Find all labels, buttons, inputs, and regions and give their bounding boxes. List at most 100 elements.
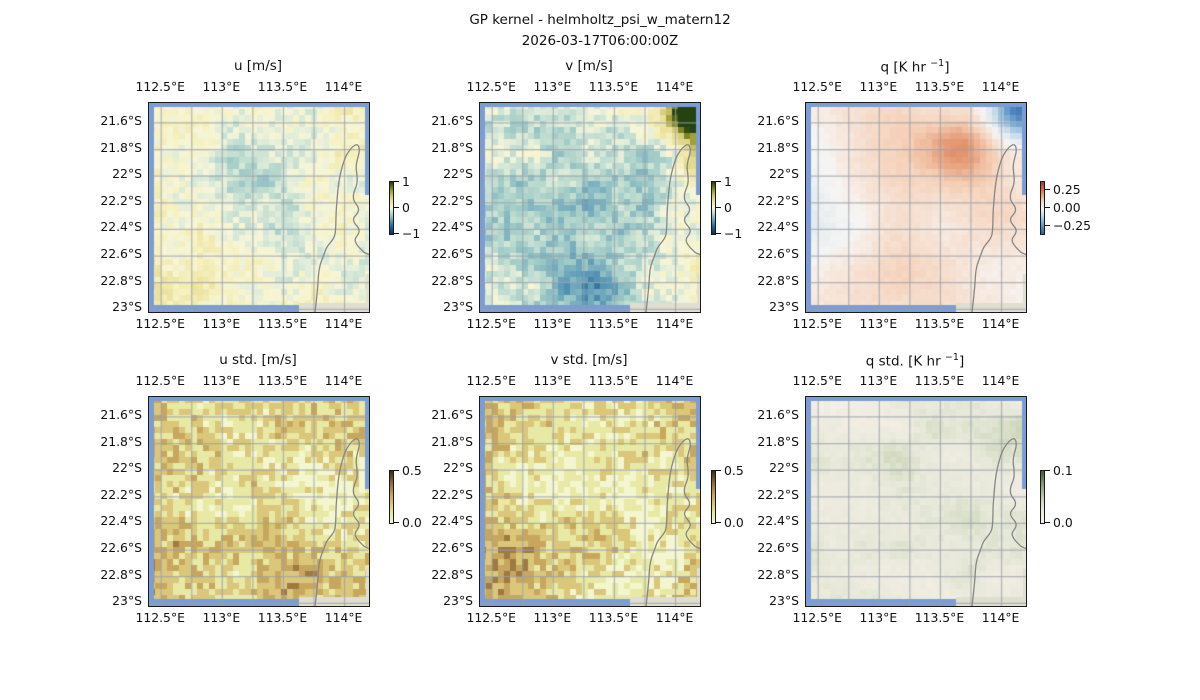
xtick-top-q: 113.5°E bbox=[914, 79, 965, 94]
subplot-title-q_std: q std. [K hr −1] bbox=[865, 352, 965, 370]
ytick-v_std: 22.6°S bbox=[431, 540, 473, 556]
ytick-v: 22.6°S bbox=[431, 246, 473, 262]
ytick-q: 22°S bbox=[769, 166, 799, 182]
colorbar-label-v: −1 bbox=[724, 226, 743, 241]
colorbar-tick-q bbox=[1045, 188, 1050, 191]
map-canvas-u_std bbox=[149, 397, 369, 606]
ytick-u: 22.2°S bbox=[100, 192, 142, 208]
ytick-u_std: 22.2°S bbox=[100, 486, 142, 502]
ytick-v: 23°S bbox=[443, 299, 473, 315]
map-canvas-v_std bbox=[480, 397, 700, 606]
ytick-q_std: 22°S bbox=[769, 460, 799, 476]
xtick-top-q: 113°E bbox=[859, 79, 898, 94]
xtick-bottom-u: 114°E bbox=[324, 316, 363, 331]
ytick-u_std: 22.8°S bbox=[100, 566, 142, 582]
subplot-title-u_std: u std. [m/s] bbox=[219, 352, 297, 368]
colorbar-strip-v bbox=[712, 182, 715, 234]
map-canvas-q bbox=[806, 103, 1026, 312]
ytick-u_std: 21.8°S bbox=[100, 433, 142, 449]
ytick-q: 22.4°S bbox=[757, 219, 799, 235]
map-v bbox=[479, 102, 701, 313]
ytick-q: 23°S bbox=[769, 299, 799, 315]
xtick-bottom-u: 113°E bbox=[202, 316, 241, 331]
ytick-q_std: 23°S bbox=[769, 593, 799, 609]
ytick-u: 21.6°S bbox=[100, 112, 142, 128]
xtick-top-q_std: 113.5°E bbox=[914, 373, 965, 388]
xtick-top-q_std: 112.5°E bbox=[792, 373, 842, 388]
xtick-top-u_std: 113.5°E bbox=[257, 373, 308, 388]
xtick-top-q: 114°E bbox=[981, 79, 1020, 94]
ytick-u_std: 22.6°S bbox=[100, 540, 142, 556]
xtick-top-u_std: 114°E bbox=[324, 373, 363, 388]
colorbar-strip-q_std bbox=[1041, 471, 1044, 523]
colorbar-label-u: 0 bbox=[402, 200, 410, 215]
xtick-top-v: 113°E bbox=[533, 79, 572, 94]
ytick-q_std: 22.2°S bbox=[757, 486, 799, 502]
xtick-bottom-v: 113.5°E bbox=[588, 316, 639, 331]
xtick-bottom-v: 112.5°E bbox=[466, 316, 516, 331]
map-canvas-v bbox=[480, 103, 700, 312]
ytick-q: 22.2°S bbox=[757, 192, 799, 208]
colorbar-tick-q bbox=[1045, 207, 1050, 209]
map-canvas-q_std bbox=[806, 397, 1026, 606]
xtick-top-u: 114°E bbox=[324, 79, 363, 94]
ytick-u: 22°S bbox=[112, 166, 142, 182]
ytick-u: 22.4°S bbox=[100, 219, 142, 235]
colorbar-strip-u bbox=[390, 182, 393, 234]
ytick-v: 22.4°S bbox=[431, 219, 473, 235]
xtick-top-q: 112.5°E bbox=[792, 79, 842, 94]
xtick-top-v: 112.5°E bbox=[466, 79, 516, 94]
colorbar-strip-u_std bbox=[390, 471, 393, 523]
ytick-u_std: 23°S bbox=[112, 593, 142, 609]
ytick-v_std: 21.6°S bbox=[431, 406, 473, 422]
xtick-bottom-v: 113°E bbox=[533, 316, 572, 331]
ytick-q: 21.6°S bbox=[757, 112, 799, 128]
colorbar-u_std bbox=[389, 470, 394, 524]
ytick-v: 21.8°S bbox=[431, 139, 473, 155]
colorbar-v_std bbox=[711, 470, 716, 524]
colorbar-tick-v_std bbox=[716, 470, 721, 472]
colorbar-tick-q bbox=[1045, 225, 1050, 227]
colorbar-label-v_std: 0.5 bbox=[724, 463, 744, 478]
ytick-v_std: 22°S bbox=[443, 460, 473, 476]
xtick-top-v: 114°E bbox=[655, 79, 694, 94]
colorbar-tick-u_std bbox=[394, 470, 399, 472]
xtick-top-u: 113.5°E bbox=[257, 79, 308, 94]
xtick-bottom-q: 113.5°E bbox=[914, 316, 965, 331]
ytick-q_std: 22.6°S bbox=[757, 540, 799, 556]
colorbar-label-q: 0.25 bbox=[1053, 181, 1081, 197]
subplot-title-v_std: v std. [m/s] bbox=[550, 352, 628, 368]
colorbar-label-q: 0.00 bbox=[1053, 200, 1081, 215]
colorbar-label-v: 1 bbox=[724, 174, 732, 189]
ytick-v: 22.2°S bbox=[431, 192, 473, 208]
colorbar-label-q_std: 0.1 bbox=[1053, 463, 1073, 478]
xtick-top-u: 112.5°E bbox=[135, 79, 185, 94]
map-v_std bbox=[479, 396, 701, 607]
xtick-top-u_std: 113°E bbox=[202, 373, 241, 388]
xtick-bottom-v: 114°E bbox=[655, 316, 694, 331]
xtick-bottom-u_std: 113°E bbox=[202, 610, 241, 625]
colorbar-tick-q_std bbox=[1045, 470, 1050, 472]
ytick-q_std: 21.8°S bbox=[757, 433, 799, 449]
colorbar-q_std bbox=[1040, 470, 1045, 524]
xtick-bottom-q_std: 113.5°E bbox=[914, 610, 965, 625]
colorbar-tick-u bbox=[394, 233, 399, 235]
ytick-q_std: 21.6°S bbox=[757, 406, 799, 422]
map-q bbox=[805, 102, 1027, 313]
ytick-q_std: 22.8°S bbox=[757, 566, 799, 582]
colorbar-tick-v bbox=[716, 233, 721, 235]
ytick-u_std: 22°S bbox=[112, 460, 142, 476]
xtick-bottom-q: 113°E bbox=[859, 316, 898, 331]
colorbar-tick-u bbox=[394, 207, 399, 209]
figure-timestamp: 2026-03-17T06:00:00Z bbox=[521, 33, 679, 49]
xtick-top-v_std: 114°E bbox=[655, 373, 694, 388]
colorbar-tick-v bbox=[716, 181, 721, 183]
subplot-title-v: v [m/s] bbox=[565, 58, 613, 74]
map-u_std bbox=[148, 396, 370, 607]
colorbar-label-u: 1 bbox=[402, 174, 410, 189]
colorbar-label-q_std: 0.0 bbox=[1053, 515, 1073, 530]
ytick-u_std: 22.4°S bbox=[100, 513, 142, 529]
ytick-q: 21.8°S bbox=[757, 139, 799, 155]
ytick-q_std: 22.4°S bbox=[757, 513, 799, 529]
